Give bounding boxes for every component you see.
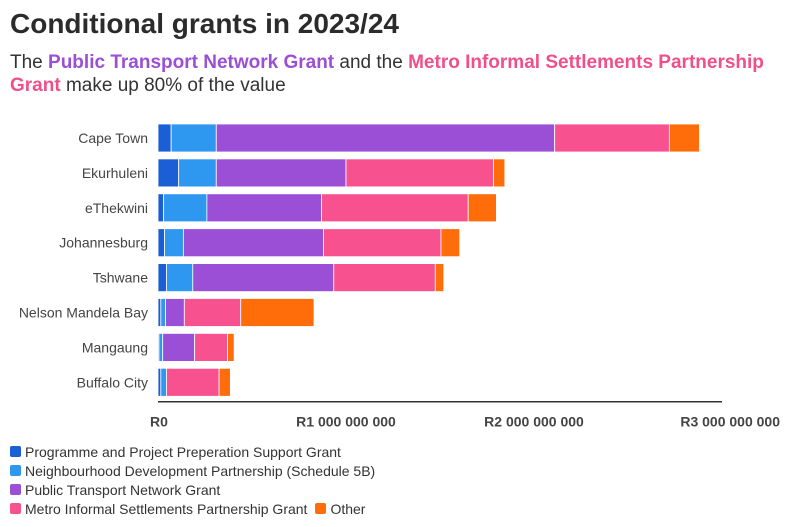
legend-swatch	[315, 503, 327, 514]
bar-johannesburg-series-4	[440, 228, 461, 258]
bar-ethekwini-series-1	[163, 193, 208, 223]
legend-swatch	[10, 484, 21, 495]
x-tick-label-0: R0	[150, 414, 168, 430]
bars-group	[157, 123, 700, 397]
legend-label: Programme and Project Preperation Suppor…	[25, 443, 341, 460]
legend-label: Metro Informal Settlements Partnership G…	[25, 500, 308, 517]
chart-legend: Programme and Project Preperation Suppor…	[10, 442, 790, 518]
legend-row-3: Metro Informal Settlements Partnership G…	[10, 499, 790, 518]
bar-ekurhuleni-series-3	[345, 158, 494, 188]
bar-tshwane-series-3	[333, 263, 436, 293]
bar-ekurhuleni-series-0	[157, 158, 180, 188]
subtitle-text-3: make up 80% of the value	[60, 75, 286, 96]
legend-swatch	[10, 465, 21, 476]
bar-tshwane-series-0	[157, 263, 167, 293]
legend-item-public-transport-network-grant: Public Transport Network Grant	[10, 482, 220, 498]
bar-nelson-mandela-bay-series-3	[183, 298, 242, 327]
bar-cape-town-series-4	[668, 123, 700, 153]
bar-cape-town-series-1	[170, 123, 217, 153]
subtitle-highlight-misp: Metro Informal Settlements Partnership G…	[10, 52, 764, 96]
bar-ethekwini-series-4	[467, 193, 497, 223]
category-label-cape-town: Cape Town	[78, 130, 148, 146]
bar-nelson-mandela-bay-series-0	[157, 298, 162, 327]
bar-buffalo-city-series-1	[160, 367, 167, 397]
x-tick-label-2: R2 000 000 000	[484, 414, 584, 430]
category-label-mangaung: Mangaung	[82, 339, 148, 355]
category-label-nelson-mandela-bay: Nelson Mandela Bay	[19, 305, 148, 321]
bar-buffalo-city-series-4	[218, 367, 231, 397]
bar-ekurhuleni-series-2	[215, 158, 347, 188]
legend-row-0: Programme and Project Preperation Suppor…	[10, 442, 790, 461]
bar-ethekwini-series-0	[157, 193, 165, 223]
chart-subtitle: The Public Transport Network Grant and t…	[10, 51, 770, 97]
x-tick-label-1: R1 000 000 000	[296, 414, 396, 430]
bar-buffalo-city-series-3	[166, 367, 220, 397]
category-label-buffalo-city: Buffalo City	[77, 374, 148, 390]
bar-nelson-mandela-bay-series-2	[165, 298, 185, 327]
bar-nelson-mandela-bay-series-4	[240, 298, 315, 327]
stacked-bar-chart: Cape Town Ekurhuleni eThekwini Johannesburg…	[19, 123, 780, 430]
bar-tshwane-series-1	[166, 263, 194, 293]
category-label-tshwane: Tshwane	[93, 270, 148, 286]
bar-ethekwini-series-2	[206, 193, 322, 223]
bar-mangaung-series-1	[158, 332, 164, 362]
chart-title: Conditional grants in 2023/24	[10, 8, 399, 39]
bar-buffalo-city-series-0	[157, 367, 162, 397]
subtitle-highlight-ptng: Public Transport Network Grant	[48, 52, 335, 73]
legend-swatch	[10, 446, 21, 457]
x-axis-ticks: R0 R1 000 000 000 R2 000 000 000 R3 000 000…	[150, 414, 780, 430]
category-label-johannesburg: Johannesburg	[59, 235, 148, 251]
bar-ekurhuleni-series-4	[493, 158, 506, 188]
bar-mangaung-series-4	[227, 332, 235, 362]
subtitle-text-1: The	[10, 52, 49, 73]
bar-mangaung-series-3	[194, 332, 228, 362]
bar-ethekwini-series-3	[321, 193, 469, 223]
bar-cape-town-series-3	[554, 123, 670, 153]
bar-mangaung-series-2	[162, 332, 196, 362]
legend-item-other: Other	[315, 501, 365, 517]
legend-label: Public Transport Network Grant	[25, 481, 221, 498]
legend-label: Neighbourhood Development Partnership (S…	[25, 462, 376, 479]
bar-johannesburg-series-3	[323, 228, 442, 258]
bar-johannesburg-series-0	[157, 228, 165, 258]
legend-label: Other	[330, 500, 366, 517]
legend-item-programme-and-project-preperation-support-grant: Programme and Project Preperation Suppor…	[10, 444, 341, 460]
bar-tshwane-series-4	[434, 263, 445, 293]
bar-ekurhuleni-series-1	[178, 158, 217, 188]
subtitle-text-2: and the	[334, 52, 409, 73]
category-labels: Cape Town Ekurhuleni eThekwini Johannesburg…	[19, 130, 148, 390]
legend-swatch	[10, 503, 21, 514]
bar-tshwane-series-2	[192, 263, 335, 293]
category-label-ekurhuleni: Ekurhuleni	[82, 165, 148, 181]
bar-cape-town-series-2	[215, 123, 556, 153]
bar-johannesburg-series-1	[164, 228, 184, 258]
legend-item-neighbourhood-development-partnership-schedule-5b: Neighbourhood Development Partnership (S…	[10, 463, 375, 479]
legend-row-1: Neighbourhood Development Partnership (S…	[10, 461, 790, 480]
bar-johannesburg-series-2	[182, 228, 324, 258]
legend-item-metro-informal-settlements-partnership-grant: Metro Informal Settlements Partnership G…	[10, 501, 307, 517]
x-tick-label-3: R3 000 000 000	[680, 414, 780, 430]
legend-row-2: Public Transport Network Grant	[10, 480, 790, 499]
bar-cape-town-series-0	[157, 123, 172, 153]
category-label-ethekwini: eThekwini	[85, 200, 148, 216]
bar-nelson-mandela-bay-series-1	[160, 298, 166, 327]
